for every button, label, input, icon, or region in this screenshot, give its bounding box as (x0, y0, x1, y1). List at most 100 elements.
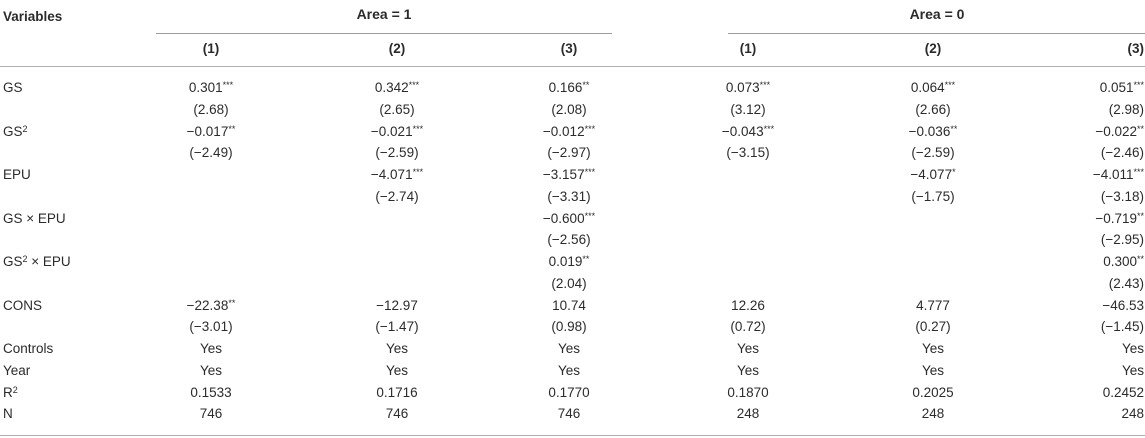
table-cell: (0.98) (489, 316, 649, 337)
table-cell: (0.72) (668, 316, 828, 337)
table-cell: 0.1870 (668, 382, 828, 403)
table-row: GS2 −0.017** −0.021*** −0.012*** −0.043*** −0… (0, 121, 1145, 142)
cell-value: −4.011 (1092, 167, 1134, 182)
table-cell: (−2.95) (984, 229, 1144, 250)
cell-value: Yes (385, 362, 409, 378)
cell-value: (−2.49) (189, 145, 233, 161)
cell-value: (2.68) (193, 101, 229, 117)
row-label: N (3, 403, 13, 424)
table-cell: (2.04) (489, 273, 649, 294)
table-cell: (−3.31) (489, 186, 649, 207)
cell-value: (2.66) (915, 101, 951, 117)
table-cell: 0.073*** (668, 77, 828, 98)
table-cell: 4.777 (853, 295, 1013, 316)
cell-value: (2.08) (551, 101, 587, 117)
significance-stars: *** (1133, 80, 1144, 90)
table-cell: 248 (984, 403, 1144, 424)
significance-stars: *** (584, 210, 596, 221)
table-cell: Yes (317, 338, 477, 359)
cell-value: (−2.59) (375, 145, 419, 161)
significance-stars: *** (759, 80, 771, 90)
table-cell: 248 (853, 403, 1013, 424)
table-cell: (−1.45) (984, 316, 1144, 337)
table-row: GS 0.301*** 0.342*** 0.166** 0.073*** 0.064**… (0, 77, 1145, 98)
table-cell: Yes (668, 360, 828, 381)
cell-value: (3.12) (730, 101, 766, 117)
table-row: Controls Yes Yes Yes Yes Yes Yes (0, 338, 1145, 359)
cell-value: −46.53 (1102, 297, 1144, 313)
cell-value: −0.021 (370, 123, 413, 139)
table-cell: 0.051*** (984, 77, 1144, 98)
row-label-text: GS (3, 123, 23, 139)
table-cell: (2.98) (984, 99, 1144, 120)
table-cell: 248 (668, 403, 828, 424)
header-row-groups: Variables (0, 6, 1145, 27)
cell-value: (−3.01) (189, 319, 233, 335)
row-label-suffix: × EPU (27, 254, 71, 269)
table-cell: (−3.01) (131, 316, 291, 337)
significance-stars: *** (584, 123, 596, 134)
table-cell: (3.12) (668, 99, 828, 120)
table-cell: −0.021*** (317, 121, 477, 142)
cell-value: (−2.95) (1100, 232, 1144, 248)
bottom-rule (0, 435, 1145, 436)
table-cell: −0.043*** (668, 121, 828, 142)
significance-stars: *** (222, 80, 234, 90)
table-cell: Yes (131, 360, 291, 381)
cell-value: −4.077 (910, 167, 953, 182)
cell-value: −12.97 (376, 297, 418, 313)
table-cell: −4.071*** (317, 164, 477, 185)
table-cell: (2.43) (984, 273, 1144, 294)
table-cell: −0.012*** (489, 121, 649, 142)
cell-value: Yes (736, 362, 760, 378)
header-row-columns: (1) (2) (3) (1) (2) (3) (0, 38, 1145, 59)
cell-value: (−2.59) (911, 145, 955, 161)
table-row: (−2.49) (−2.59) (−2.97) (−3.15) (−2.59) (−2.4… (0, 142, 1145, 163)
row-label: Year (3, 360, 30, 381)
cell-value: Yes (921, 362, 945, 378)
row-label-text: EPU (3, 167, 31, 182)
table-cell: (−3.15) (668, 142, 828, 163)
table-cell: 10.74 (489, 295, 649, 316)
row-label: GS2 (3, 121, 28, 142)
significance-stars: *** (1133, 167, 1144, 177)
significance-stars: *** (944, 80, 956, 90)
table-cell: −4.077* (853, 164, 1013, 185)
cell-value: (2.98) (1108, 101, 1144, 117)
column-header: (1) (739, 41, 757, 56)
cell-value: Yes (1121, 362, 1144, 378)
cell-value: 0.301 (188, 80, 223, 95)
table-cell: −0.022** (984, 121, 1144, 142)
table-row: EPU −4.071*** −3.157*** −4.077* −4.011*** (0, 164, 1145, 185)
cell-value: 0.1716 (376, 384, 418, 400)
significance-stars: * (952, 167, 956, 177)
cell-value: 0.1533 (190, 384, 232, 400)
cell-value: 0.166 (548, 80, 583, 95)
table-cell: Yes (984, 338, 1144, 359)
table-cell: 0.1716 (317, 382, 477, 403)
cell-value: (−2.74) (375, 188, 419, 204)
cell-value: 0.051 (1099, 80, 1134, 95)
cell-value: −3.157 (542, 167, 585, 182)
cell-value: Yes (557, 362, 581, 378)
significance-stars: ** (582, 254, 590, 264)
table-cell: Yes (489, 360, 649, 381)
cell-value: 746 (199, 406, 223, 422)
table-row: (2.68) (2.65) (2.08) (3.12) (2.66) (2.98) (0, 99, 1145, 120)
cell-value: (2.65) (379, 101, 415, 117)
cell-value: 248 (736, 406, 760, 422)
cell-value: −0.043 (721, 123, 764, 139)
cell-value: (0.27) (915, 319, 951, 335)
table-cell: Yes (984, 360, 1144, 381)
table-cell: (0.27) (853, 316, 1013, 337)
table-cell: (−2.74) (317, 186, 477, 207)
table-cell: 746 (489, 403, 649, 424)
cell-value: (−3.18) (1100, 188, 1144, 204)
significance-stars: ** (228, 297, 236, 308)
cell-value: (−1.47) (375, 319, 419, 335)
table-cell: 0.301*** (131, 77, 291, 98)
cell-value: 0.2452 (1102, 384, 1144, 400)
table-cell: 0.2025 (853, 382, 1013, 403)
cell-value: 0.342 (374, 80, 409, 95)
cell-value: −4.071 (370, 167, 413, 182)
